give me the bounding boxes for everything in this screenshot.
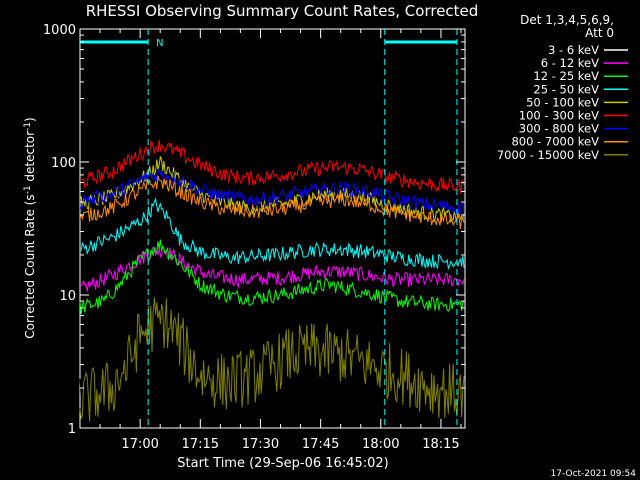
legend-label: 6 - 12 keV bbox=[541, 56, 599, 70]
series-line-4 bbox=[80, 197, 465, 270]
series-line-9 bbox=[79, 297, 465, 422]
annotation-layer: N bbox=[80, 29, 458, 428]
legend-label: 3 - 6 keV bbox=[548, 43, 599, 57]
legend-label: 800 - 7000 keV bbox=[511, 135, 599, 149]
legend-label: 12 - 25 keV bbox=[533, 69, 599, 83]
chart-title: RHESSI Observing Summary Count Rates, Co… bbox=[86, 2, 479, 20]
series-line-2 bbox=[79, 246, 465, 292]
legend-label: 7000 - 15000 keV bbox=[497, 148, 599, 162]
x-tick-label: 17:30 bbox=[242, 437, 279, 452]
x-tick-label: 17:45 bbox=[302, 437, 339, 452]
y-axis-label: Corrected Count Rate (s-1 detector-1) bbox=[23, 117, 37, 338]
x-tick-label: 17:00 bbox=[121, 437, 158, 452]
footer-timestamp: 17-Oct-2021 09:54 bbox=[551, 469, 637, 479]
series-line-3 bbox=[79, 239, 465, 315]
y-tick-label: 1 bbox=[68, 422, 76, 437]
axes-layer: 1 10 100 1000 17:00 17:15 17:30 17:45 18:00 18:15 bbox=[43, 23, 465, 452]
legend-label: 300 - 800 keV bbox=[519, 122, 599, 136]
y-tick-label: 10 bbox=[59, 289, 76, 304]
legend-label: 50 - 100 keV bbox=[526, 95, 599, 109]
series-line-5 bbox=[79, 156, 465, 224]
plot-area bbox=[79, 28, 466, 429]
x-tick-label: 18:15 bbox=[422, 437, 459, 452]
legend-header-line-1: Det 1,3,4,5,6,9, bbox=[520, 13, 614, 27]
series-layer bbox=[79, 139, 465, 422]
legend-label: 100 - 300 keV bbox=[519, 109, 599, 123]
series-line-7 bbox=[79, 168, 465, 215]
x-tick-label: 18:00 bbox=[362, 437, 399, 452]
y-tick-label: 1000 bbox=[43, 23, 76, 38]
x-tick-label: 17:15 bbox=[182, 437, 219, 452]
plot-frame bbox=[79, 28, 466, 429]
series-line-6 bbox=[79, 139, 465, 194]
annotation-n-label: N bbox=[156, 38, 163, 49]
legend-header-line-2: Att 0 bbox=[585, 26, 614, 40]
legend-label: 25 - 50 keV bbox=[533, 82, 599, 96]
x-axis-label: Start Time (29-Sep-06 16:45:02) bbox=[177, 456, 388, 471]
series-line-1 bbox=[79, 275, 465, 402]
series-line-8 bbox=[79, 175, 465, 229]
y-tick-label: 100 bbox=[51, 156, 76, 171]
